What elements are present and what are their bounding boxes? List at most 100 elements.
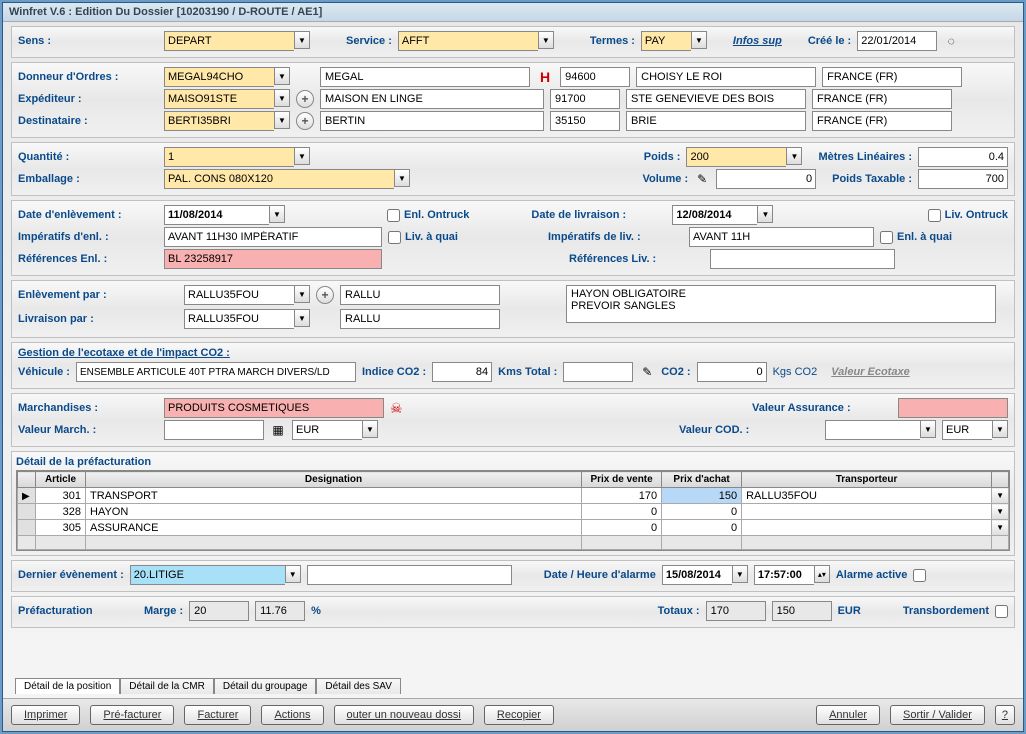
cell-achat[interactable]: 0 xyxy=(662,520,742,536)
march-field[interactable] xyxy=(164,398,384,418)
service-select[interactable] xyxy=(398,31,538,51)
enl-date-field[interactable] xyxy=(164,205,269,225)
alarm-date[interactable] xyxy=(662,565,732,585)
infos-sup-link[interactable]: Infos sup xyxy=(733,35,782,47)
chevron-down-icon[interactable]: ▼ xyxy=(274,111,290,129)
valeur-ecotaxe-link[interactable]: Valeur Ecotaxe xyxy=(831,366,909,378)
spinner-icon[interactable]: ▴▾ xyxy=(814,565,830,583)
table-row[interactable]: 328HAYON00▼ xyxy=(18,504,1009,520)
emballage-field[interactable] xyxy=(164,169,394,189)
recopier-button[interactable]: Recopier xyxy=(484,705,554,725)
valeur-march-field[interactable] xyxy=(164,420,264,440)
chevron-down-icon[interactable]: ▼ xyxy=(274,67,290,85)
event-text-field[interactable] xyxy=(307,565,512,585)
chevron-down-icon[interactable]: ▼ xyxy=(294,31,310,49)
cell-article[interactable]: 305 xyxy=(36,520,86,536)
chevron-down-icon[interactable]: ▼ xyxy=(992,420,1008,438)
cell-achat[interactable]: 150 xyxy=(662,488,742,504)
exped-code[interactable] xyxy=(164,89,274,109)
cree-le-field[interactable] xyxy=(857,31,937,51)
edit-icon[interactable]: ✎ xyxy=(639,364,655,380)
tab-position[interactable]: Détail de la position xyxy=(15,678,120,694)
calendar-icon[interactable]: ▦ xyxy=(270,422,286,438)
tab-sav[interactable]: Détail des SAV xyxy=(316,678,401,694)
chevron-down-icon[interactable]: ▼ xyxy=(285,565,301,583)
row-dropdown-icon[interactable]: ▼ xyxy=(992,488,1009,504)
chevron-down-icon[interactable]: ▼ xyxy=(294,147,310,165)
chevron-down-icon[interactable]: ▼ xyxy=(362,420,378,438)
liv-par-code[interactable] xyxy=(184,309,294,329)
cell-designation[interactable]: HAYON xyxy=(86,504,582,520)
prefacturer-button[interactable]: Pré-facturer xyxy=(90,705,174,725)
cell-transporteur[interactable] xyxy=(742,520,992,536)
chevron-down-icon[interactable]: ▼ xyxy=(691,31,707,49)
chevron-down-icon[interactable]: ▼ xyxy=(538,31,554,49)
currency2-field[interactable] xyxy=(942,420,992,440)
add-dest-button[interactable]: + xyxy=(296,112,314,130)
volume-field[interactable] xyxy=(716,169,816,189)
poids-field[interactable] xyxy=(686,147,786,167)
ref-liv-field[interactable] xyxy=(710,249,895,269)
liv-date-field[interactable] xyxy=(672,205,757,225)
vehicule-field[interactable] xyxy=(76,362,356,382)
metres-field[interactable] xyxy=(918,147,1008,167)
cell-designation[interactable]: ASSURANCE xyxy=(86,520,582,536)
row-selector[interactable] xyxy=(18,504,36,520)
cell-article[interactable]: 328 xyxy=(36,504,86,520)
ref-enl-field[interactable] xyxy=(164,249,382,269)
assurance-field[interactable] xyxy=(898,398,1008,418)
tab-cmr[interactable]: Détail de la CMR xyxy=(120,678,214,694)
co2-field[interactable] xyxy=(697,362,767,382)
dernier-select[interactable] xyxy=(130,565,285,585)
sens-select[interactable] xyxy=(164,31,294,51)
chevron-down-icon[interactable]: ▼ xyxy=(274,89,290,107)
chevron-down-icon[interactable]: ▼ xyxy=(920,420,936,438)
chevron-down-icon[interactable]: ▼ xyxy=(394,169,410,187)
cell-vente[interactable]: 0 xyxy=(582,504,662,520)
alarme-check[interactable] xyxy=(913,569,926,582)
nouveau-button[interactable]: outer un nouveau dossi xyxy=(334,705,474,725)
enl-par-code[interactable] xyxy=(184,285,294,305)
transb-check[interactable] xyxy=(995,605,1008,618)
tab-groupage[interactable]: Détail du groupage xyxy=(214,678,317,694)
help-button[interactable]: ? xyxy=(995,705,1015,725)
imp-enl-field[interactable] xyxy=(164,227,382,247)
row-selector[interactable] xyxy=(18,520,36,536)
liv-quai-check[interactable] xyxy=(388,231,401,244)
taxable-field[interactable] xyxy=(918,169,1008,189)
facturer-button[interactable]: Facturer xyxy=(184,705,251,725)
row-dropdown-icon[interactable]: ▼ xyxy=(992,520,1009,536)
cell-vente[interactable]: 170 xyxy=(582,488,662,504)
liv-ontruck-check[interactable] xyxy=(928,209,941,222)
imp-liv-field[interactable] xyxy=(689,227,874,247)
chevron-down-icon[interactable]: ▼ xyxy=(757,205,773,223)
chevron-down-icon[interactable]: ▼ xyxy=(269,205,285,223)
chevron-down-icon[interactable]: ▼ xyxy=(786,147,802,165)
alarm-time[interactable] xyxy=(754,565,814,585)
chevron-down-icon[interactable]: ▼ xyxy=(732,565,748,583)
enl-ontruck-check[interactable] xyxy=(387,209,400,222)
carrier-notes[interactable]: HAYON OBLIGATOIRE PREVOIR SANGLES xyxy=(566,285,996,323)
imprimer-button[interactable]: Imprimer xyxy=(11,705,80,725)
add-enl-par-button[interactable]: + xyxy=(316,286,334,304)
sortir-button[interactable]: Sortir / Valider xyxy=(890,705,985,725)
cell-vente[interactable]: 0 xyxy=(582,520,662,536)
donneur-code[interactable] xyxy=(164,67,274,87)
chevron-down-icon[interactable]: ▼ xyxy=(294,309,310,327)
chevron-down-icon[interactable]: ▼ xyxy=(294,285,310,303)
indice-field[interactable] xyxy=(432,362,492,382)
row-dropdown-icon[interactable]: ▼ xyxy=(992,504,1009,520)
row-selector[interactable]: ▶ xyxy=(18,488,36,504)
cod-field[interactable] xyxy=(825,420,920,440)
cell-transporteur[interactable]: RALLU35FOU xyxy=(742,488,992,504)
cell-article[interactable]: 301 xyxy=(36,488,86,504)
add-exped-button[interactable]: + xyxy=(296,90,314,108)
table-row[interactable]: 305ASSURANCE00▼ xyxy=(18,520,1009,536)
dest-code[interactable] xyxy=(164,111,274,131)
cell-transporteur[interactable] xyxy=(742,504,992,520)
annuler-button[interactable]: Annuler xyxy=(816,705,880,725)
actions-button[interactable]: Actions xyxy=(261,705,323,725)
kms-field[interactable] xyxy=(563,362,633,382)
termes-select[interactable] xyxy=(641,31,691,51)
cell-designation[interactable]: TRANSPORT xyxy=(86,488,582,504)
